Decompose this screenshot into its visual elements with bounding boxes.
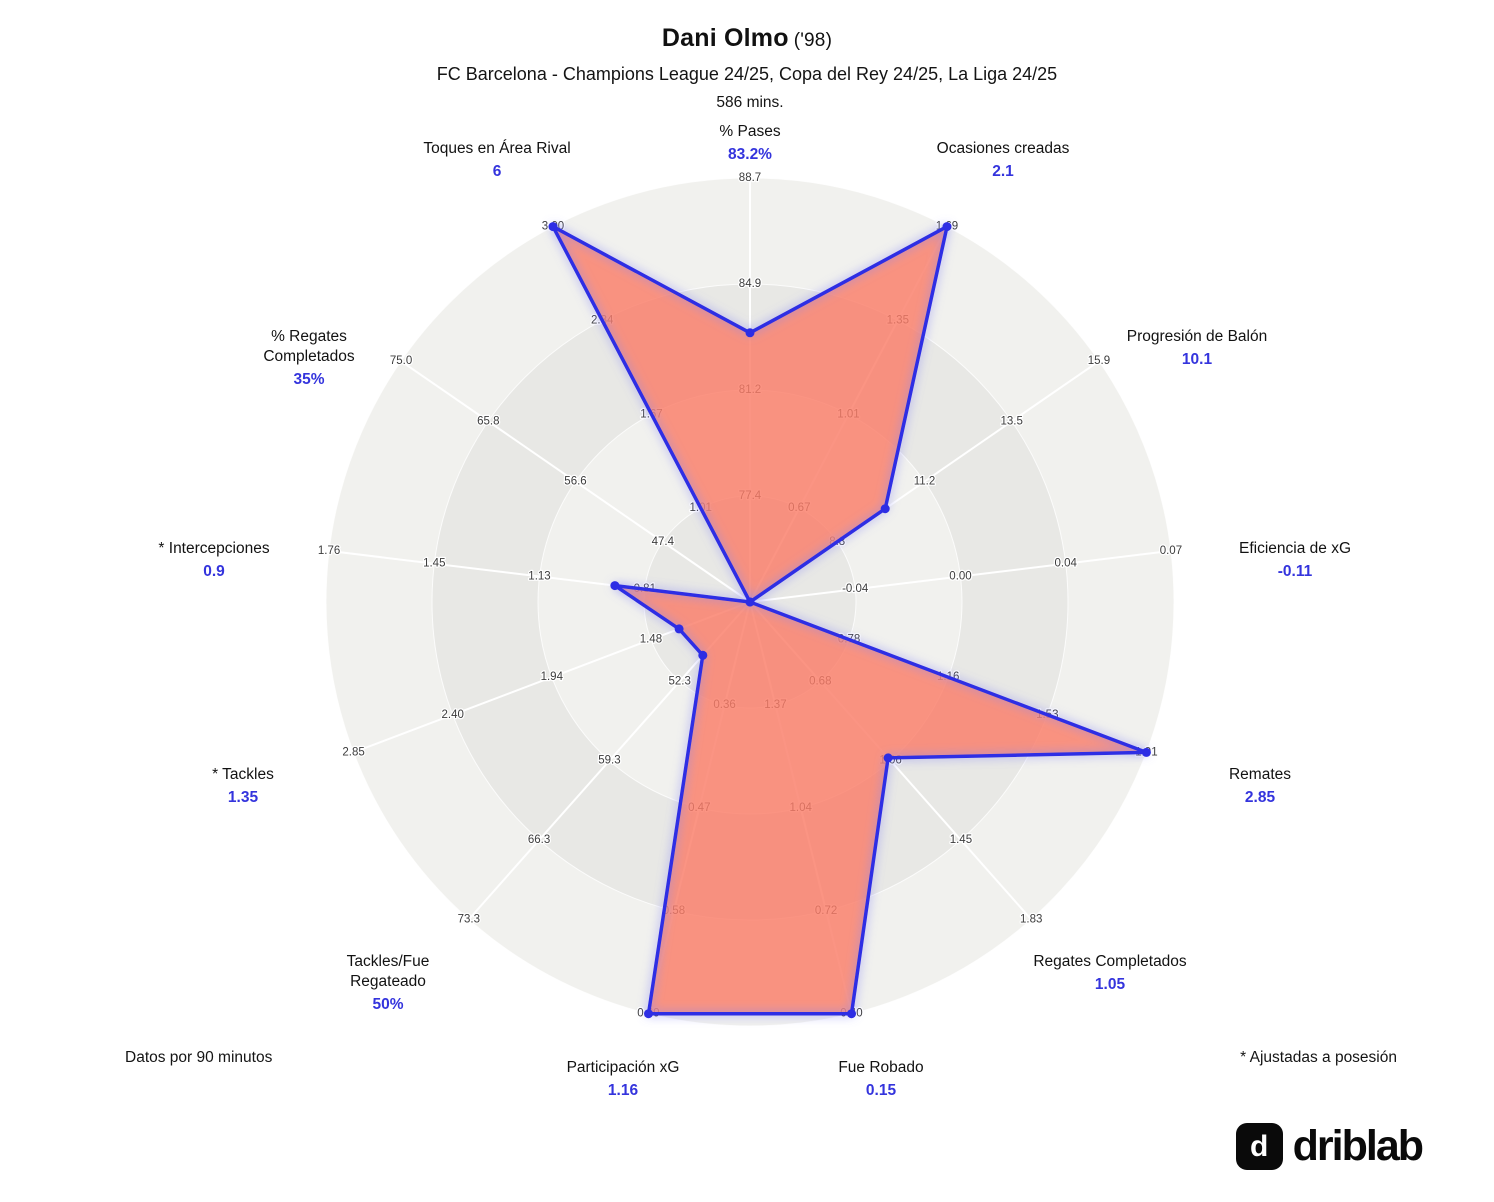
radar-vertex-dot-pct-pases [745, 328, 755, 338]
radar-polygon-fill [553, 226, 1147, 1014]
tick-label-tackles-fue-regateado-2: 66.3 [528, 834, 550, 846]
player-name: Dani Olmo [661, 24, 789, 52]
tick-label-progresion-de-balon-3: 15.9 [1088, 355, 1110, 367]
radar-vertex-dot-remates [1141, 747, 1151, 757]
tick-label-progresion-de-balon-2: 13.5 [1001, 415, 1023, 427]
minutes-label: 586 mins. [716, 94, 784, 111]
player-birth-year: ('98) [793, 30, 833, 51]
radar-vertex-dot-tackles [674, 624, 684, 634]
radar-polygon-outline [551, 224, 1149, 1016]
tick-label-eficiencia-de-xg-0: -0.04 [842, 583, 869, 595]
radar-vertex-dot-participacion-xg [644, 1009, 653, 1019]
radar-vertex-dot-progresion-de-balon [880, 504, 890, 514]
tick-label-pct-regates-completados-1: 56.6 [564, 476, 586, 488]
tick-label-tackles-0: 1.48 [640, 634, 662, 646]
tick-label-tackles-fue-regateado-0: 52.3 [669, 675, 691, 687]
radar-vertex-dot-regates-completados [883, 753, 893, 763]
driblab-monogram-icon: d [1235, 1123, 1283, 1170]
tick-label-intercepciones-3: 1.76 [318, 545, 340, 557]
tick-label-intercepciones-2: 1.45 [423, 558, 445, 570]
radar-vertex-dot-ocasiones-creadas [942, 222, 952, 232]
tick-label-tackles-2: 2.40 [442, 709, 464, 721]
subtitle: FC Barcelona - Champions League 24/25, C… [436, 64, 1058, 84]
chart-header: Dani Olmo ('98) FC Barcelona - Champions … [0, 24, 1494, 85]
tick-label-progresion-de-balon-1: 11.2 [914, 476, 936, 488]
tick-label-eficiencia-de-xg-3: 0.07 [1160, 545, 1182, 557]
page-title: Dani Olmo ('98) [0, 24, 1494, 53]
tick-label-tackles-fue-regateado-1: 59.3 [598, 755, 620, 767]
tick-label-tackles-3: 2.85 [342, 746, 364, 758]
tick-label-tackles-fue-regateado-3: 73.3 [458, 913, 480, 925]
tick-label-regates-completados-2: 1.45 [950, 834, 972, 846]
radar-spoke [400, 360, 751, 603]
driblab-monogram-glyph: d [1249, 1129, 1269, 1163]
radar-vertex-dot-intercepciones [610, 581, 620, 591]
tick-label-pct-pases-2: 84.9 [739, 278, 761, 290]
tick-label-eficiencia-de-xg-2: 0.04 [1055, 558, 1078, 570]
tick-label-pct-pases-3: 88.7 [739, 172, 761, 184]
radar-vertex-dot-tackles-fue-regateado [698, 650, 708, 660]
tick-label-eficiencia-de-xg-1: 0.00 [949, 570, 971, 582]
driblab-logo: d driblab [1235, 1122, 1424, 1170]
tick-label-regates-completados-3: 1.83 [1020, 913, 1042, 925]
driblab-logo-text: driblab [1292, 1122, 1424, 1170]
radar-vertex-dot-pct-regates-completados [745, 597, 755, 607]
tick-label-tackles-1: 1.94 [541, 671, 564, 683]
radar-spoke [749, 549, 1172, 603]
radar-vertex-dot-fue-robado [847, 1009, 856, 1019]
footnote-per-90: Datos por 90 minutos [125, 1049, 273, 1066]
tick-label-intercepciones-1: 1.13 [528, 570, 550, 582]
radar-vertex-dot-toques-en-area-rival [548, 222, 558, 232]
tick-label-pct-regates-completados-3: 75.0 [390, 355, 412, 367]
tick-label-pct-regates-completados-2: 65.8 [477, 415, 499, 427]
footnote-possession-adjusted: * Ajustadas a posesión [1240, 1049, 1397, 1066]
tick-label-pct-regates-completados-0: 47.4 [652, 536, 675, 548]
